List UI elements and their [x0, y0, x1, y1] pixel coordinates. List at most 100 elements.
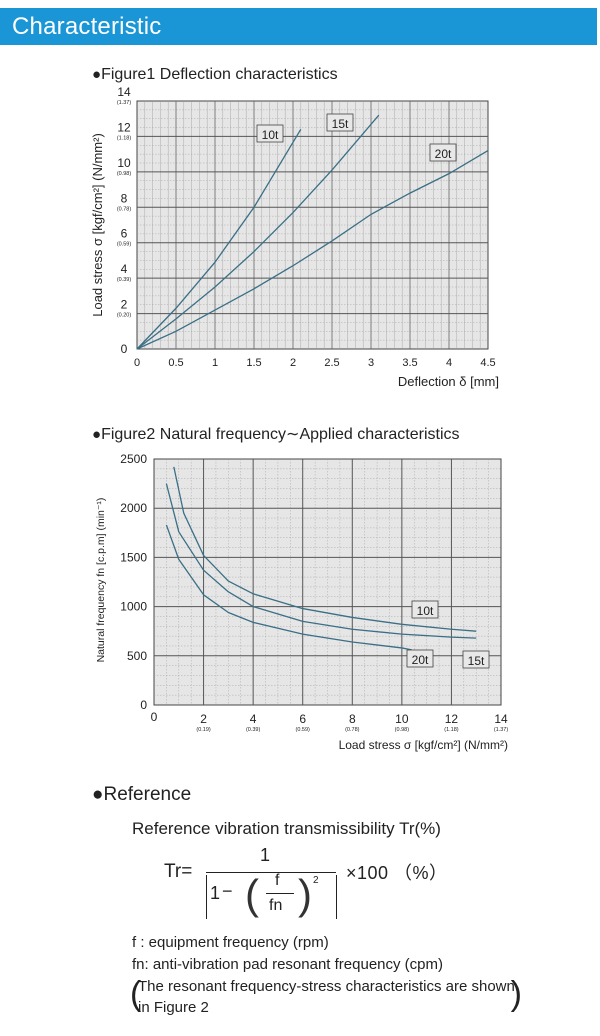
- reference-heading: ●Reference: [92, 784, 191, 806]
- transmissibility-formula: Tr= 1 1 − ( f fn ) 2 ×100 （%）: [150, 845, 470, 925]
- figure1-title: ●Figure1 Deflection characteristics: [92, 66, 338, 84]
- x-tick-label: 12: [445, 712, 459, 726]
- figure2-title-text: Figure2 Natural frequency∼Applied charac…: [101, 426, 460, 443]
- x-tick-label: 4: [250, 712, 257, 726]
- series-label: 10t: [417, 604, 434, 618]
- y-tick-sublabel: (0.39): [117, 277, 132, 283]
- figure1-title-text: Figure1 Deflection characteristics: [101, 66, 338, 83]
- series-line-15t: [136, 114, 380, 350]
- formula-minus: −: [222, 881, 233, 901]
- formula-fn: fn: [269, 897, 283, 914]
- formula-f: f: [275, 872, 280, 889]
- formula-one: 1: [210, 883, 221, 903]
- y-tick-label: 10: [117, 156, 131, 170]
- series-line-10t: [136, 129, 302, 350]
- formula-lhs: Tr=: [164, 861, 193, 882]
- y-tick-label: 2: [121, 298, 128, 312]
- x-tick-label: 4.5: [480, 357, 495, 369]
- y-tick-label: 1000: [120, 600, 147, 614]
- y-tick-label: 2500: [120, 452, 147, 466]
- x-tick-sublabel: (1.18): [444, 727, 459, 733]
- x-tick-label: 2: [200, 712, 207, 726]
- x-tick-label: 3.5: [402, 357, 417, 369]
- bullet-icon: ●: [92, 426, 102, 443]
- definition-f: f : equipment frequency (rpm): [132, 934, 329, 951]
- bullet-icon: ●: [92, 66, 102, 83]
- note-paren-right: ): [510, 975, 522, 1013]
- series-line-10t: [173, 466, 477, 632]
- reference-subtitle: Reference vibration transmissibility Tr(…: [132, 819, 441, 838]
- y-tick-label: 0: [121, 342, 128, 356]
- x-tick-sublabel: (1.37): [494, 727, 509, 733]
- formula-square: 2: [313, 875, 319, 886]
- figure2-title: ●Figure2 Natural frequency∼Applied chara…: [92, 424, 460, 444]
- series-line-20t: [165, 524, 412, 651]
- series-label-box: [326, 113, 354, 132]
- y-tick-label: 2000: [120, 501, 147, 515]
- y-tick-label: 6: [121, 227, 128, 241]
- section-title: Characteristic: [12, 13, 162, 40]
- y-tick-sublabel: (1.18): [117, 135, 132, 141]
- bullet-icon: ●: [92, 784, 104, 805]
- y-tick-sublabel: (0.59): [117, 242, 132, 248]
- series-label: 10t: [262, 128, 279, 142]
- natural-frequency-chart: 0 2(0.19)4(0.39)6(0.59)8(0.78)10(0.98)12(…: [95, 452, 509, 752]
- reference-note: ( The resonant frequency-stress characte…: [130, 974, 522, 1022]
- y-tick-label: 1500: [120, 550, 147, 564]
- y-tick-sublabel: (0.20): [117, 313, 132, 319]
- y-tick-label: 14: [117, 85, 131, 99]
- y-tick-label: 0: [140, 698, 147, 712]
- series-label: 15t: [332, 117, 349, 131]
- x-tick-sublabel: (0.98): [395, 727, 410, 733]
- series-label: 20t: [435, 147, 452, 161]
- x-tick-label: 4: [446, 357, 452, 369]
- formula-times: ×100 （%）: [346, 863, 448, 883]
- x-tick-sublabel: (0.59): [296, 727, 311, 733]
- x-tick-label: 10: [395, 712, 409, 726]
- x-tick-label: 0: [151, 710, 158, 724]
- x-tick-label: 0.5: [168, 357, 183, 369]
- y-tick-label: 12: [117, 120, 131, 134]
- definition-fn: fn: anti-vibration pad resonant frequenc…: [132, 956, 443, 973]
- x-tick-label: 6: [299, 712, 306, 726]
- series-label-box: [411, 600, 439, 619]
- series-label-box: [256, 124, 284, 143]
- abs-bar-left: [206, 875, 207, 919]
- x-tick-label: 1: [212, 357, 218, 369]
- y-tick-sublabel: (0.78): [117, 206, 132, 212]
- series-label-box: [462, 650, 490, 669]
- y-tick-label: 8: [121, 191, 128, 205]
- deflection-chart: 0 0.5 1 1.5 2 2.5 3 3.5 4 4.502(0.20)4(0.39)6(0.5…: [90, 85, 499, 389]
- series-label: 20t: [412, 653, 429, 667]
- series-label-box: [429, 143, 457, 162]
- series-label: 15t: [468, 654, 485, 668]
- note-text: The resonant frequency-stress characteri…: [138, 978, 515, 1016]
- x-tick-label: 2.5: [324, 357, 339, 369]
- x-tick-label: 0: [134, 357, 140, 369]
- fraction-bar: [206, 872, 336, 873]
- y-axis-label: Natural frequency fn [c.p.m] (min⁻¹): [95, 498, 107, 663]
- x-tick-label: 1.5: [246, 357, 261, 369]
- paren-left: (: [245, 871, 259, 918]
- note-paren-left: (: [130, 975, 142, 1013]
- reference-title: Reference: [103, 784, 192, 805]
- y-axis-label: Load stress σ [kgf/cm²] (N/mm²): [90, 133, 105, 317]
- x-tick-label: 8: [349, 712, 356, 726]
- y-tick-label: 500: [127, 649, 147, 663]
- inner-fraction-bar: [266, 893, 294, 894]
- x-axis-label: Deflection δ [mm]: [398, 374, 499, 389]
- x-tick-sublabel: (0.78): [345, 727, 360, 733]
- y-tick-label: 4: [121, 262, 128, 276]
- y-tick-sublabel: (0.98): [117, 171, 132, 177]
- abs-bar-right: [336, 875, 337, 919]
- series-line-15t: [165, 483, 477, 639]
- x-tick-sublabel: (0.19): [196, 727, 211, 733]
- x-tick-sublabel: (0.39): [246, 727, 261, 733]
- formula-numerator: 1: [260, 845, 271, 865]
- y-tick-sublabel: (1.37): [117, 100, 132, 106]
- series-label-box: [406, 649, 434, 668]
- x-axis-label: Load stress σ [kgf/cm²] (N/mm²): [339, 738, 508, 752]
- x-tick-label: 2: [290, 357, 296, 369]
- x-tick-label: 3: [368, 357, 374, 369]
- x-tick-label: 14: [494, 712, 508, 726]
